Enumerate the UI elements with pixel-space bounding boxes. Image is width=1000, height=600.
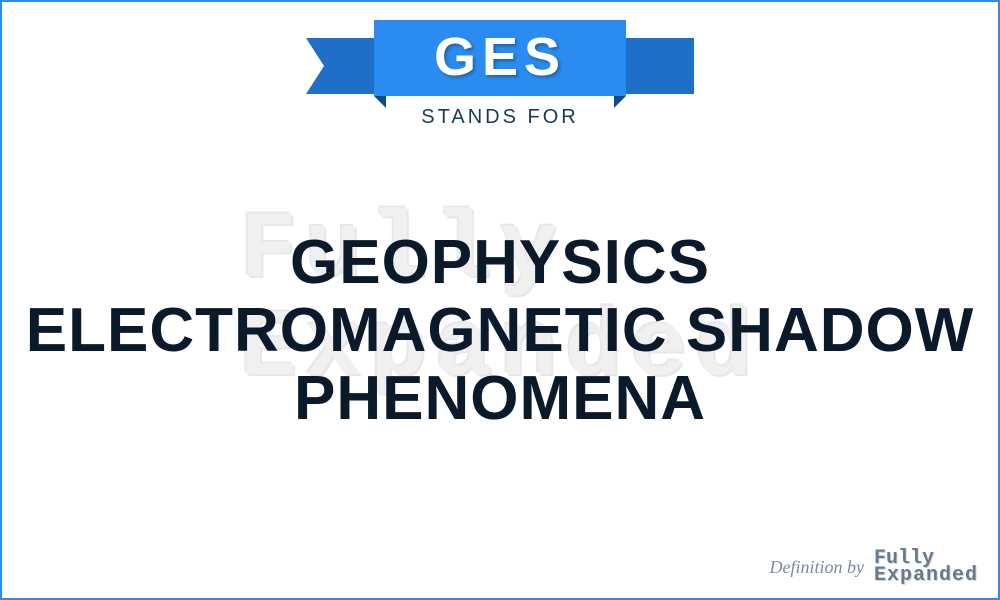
acronym-ribbon: GES xyxy=(374,20,626,96)
acronym-text: GES xyxy=(434,27,566,87)
brand-logo: Fully Expanded xyxy=(874,550,978,584)
attribution-label: Definition by xyxy=(770,557,864,578)
ribbon-banner: GES xyxy=(2,20,998,96)
definition-text: GEOPHYSICS ELECTROMAGNETIC SHADOW PHENOM… xyxy=(2,229,998,434)
attribution: Definition by Fully Expanded xyxy=(770,550,979,584)
logo-line2: Expanded xyxy=(874,567,978,584)
stands-for-label: STANDS FOR xyxy=(2,106,998,129)
